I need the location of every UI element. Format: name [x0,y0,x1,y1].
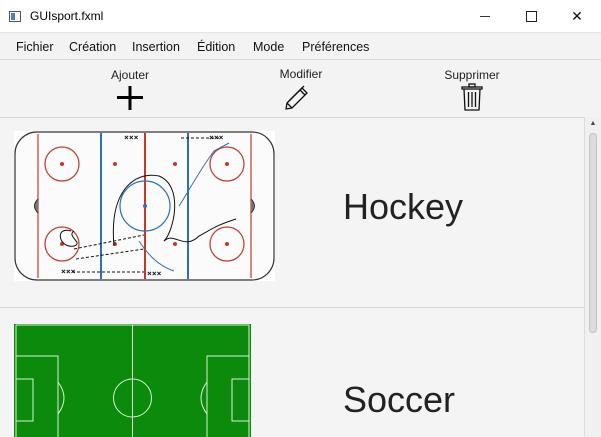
scroll-up-arrow-icon[interactable]: ▲ [589,120,597,127]
maximize-button[interactable] [508,0,554,33]
hockey-rink-thumbnail: ××× ××× ××× ××× [14,131,275,281]
close-icon: ✕ [571,8,583,24]
menu-insertion[interactable]: Insertion [132,40,180,54]
trash-icon [461,83,483,111]
window-title: GUIsport.fxml [30,9,104,23]
app-icon [9,11,21,22]
toolbar: Ajouter Modifier Supprimer [0,60,601,117]
scroll-thumb[interactable] [589,133,597,333]
menu-fichier[interactable]: Fichier [16,40,54,54]
minimize-button[interactable] [462,0,508,33]
sport-list[interactable]: ××× ××× ××× ××× Hockey Soccer [0,117,584,437]
add-button[interactable]: Ajouter [104,68,156,82]
svg-text:×××: ××× [61,267,76,276]
list-scrollbar[interactable]: ▲ [584,117,601,436]
minimize-icon [480,16,490,17]
menu-bar: Fichier Création Insertion Édition Mode … [0,34,601,60]
svg-text:×××: ××× [147,269,162,278]
svg-text:×××: ××× [124,133,139,142]
pencil-icon [285,85,308,110]
sport-name-soccer: Soccer [343,379,456,420]
edit-button[interactable]: Modifier [271,67,331,81]
edit-button-label: Modifier [279,67,323,81]
menu-edition[interactable]: Édition [197,40,236,54]
plus-icon [117,86,143,110]
delete-button[interactable]: Supprimer [440,68,504,82]
soccer-field-thumbnail [14,324,251,437]
list-item-hockey[interactable]: ××× ××× ××× ××× Hockey [0,118,584,308]
list-item-soccer[interactable]: Soccer [0,308,584,437]
sport-name-hockey: Hockey [343,186,464,227]
maximize-icon [525,11,537,22]
menu-mode[interactable]: Mode [253,40,285,54]
title-bar: GUIsport.fxml ✕ [0,0,601,33]
svg-text:×××: ××× [209,133,224,142]
close-button[interactable]: ✕ [554,0,600,33]
menu-creation[interactable]: Création [69,40,117,54]
add-button-label: Ajouter [110,68,150,82]
delete-button-label: Supprimer [444,68,500,82]
menu-preferences[interactable]: Préférences [302,40,370,54]
